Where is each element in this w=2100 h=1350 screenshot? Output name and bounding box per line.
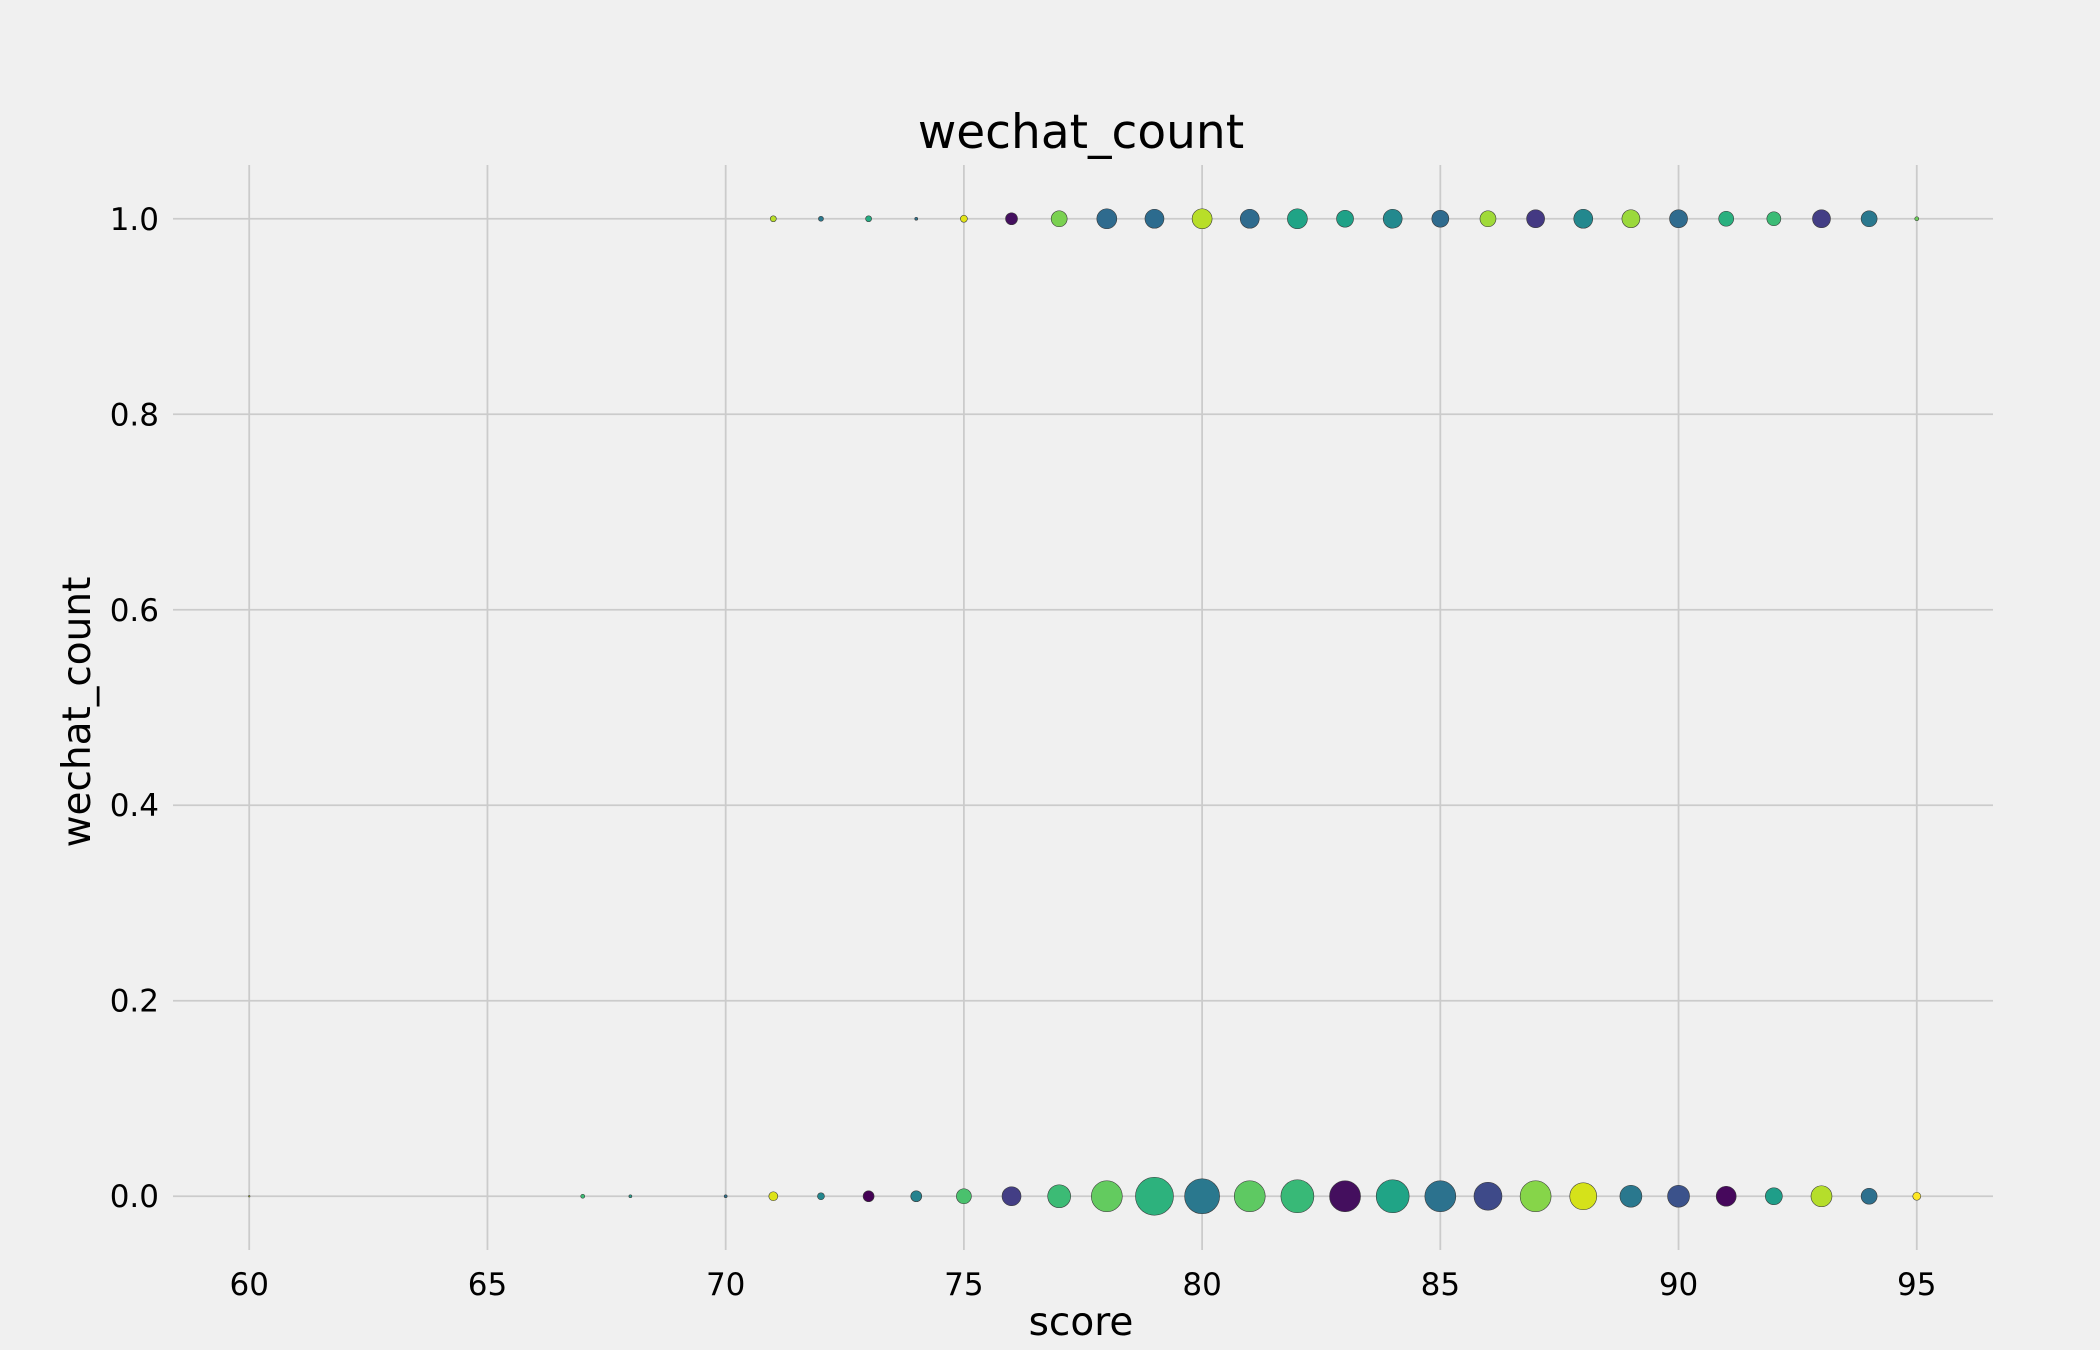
x-tick-label: 90 bbox=[1659, 1267, 1698, 1303]
scatter-point bbox=[1473, 1181, 1503, 1211]
scatter-point bbox=[817, 1192, 825, 1201]
scatter-point bbox=[723, 1194, 728, 1199]
scatter-point bbox=[1005, 212, 1018, 226]
scatter-point bbox=[1233, 1180, 1266, 1213]
data-points bbox=[248, 208, 1922, 1216]
x-tick-label: 85 bbox=[1421, 1267, 1460, 1303]
scatter-point bbox=[1096, 208, 1118, 230]
scatter-point bbox=[1047, 1184, 1071, 1209]
scatter-point bbox=[865, 215, 872, 223]
scatter-point bbox=[1382, 208, 1403, 229]
scatter-point bbox=[248, 1195, 251, 1198]
scatter-point bbox=[1718, 210, 1734, 227]
tick-labels: 60 65 70 75 80 85 90 95 0.0 0.2 0.4 0.6 0.8 1.0 bbox=[110, 202, 1937, 1303]
scatter-point bbox=[1569, 1182, 1598, 1211]
scatter-point bbox=[770, 215, 777, 223]
scatter-point bbox=[1287, 208, 1308, 230]
x-tick-label: 70 bbox=[706, 1267, 745, 1303]
scatter-point bbox=[1424, 1180, 1457, 1213]
y-tick-label: 0.0 bbox=[110, 1179, 159, 1215]
y-tick-label: 0.2 bbox=[110, 984, 159, 1020]
scatter-point bbox=[1280, 1179, 1315, 1214]
scatter-point bbox=[1184, 1178, 1220, 1215]
y-tick-label: 0.8 bbox=[110, 397, 159, 433]
scatter-point bbox=[628, 1194, 633, 1199]
scatter-point bbox=[580, 1193, 586, 1199]
scatter-point bbox=[768, 1191, 779, 1202]
x-tick-label: 95 bbox=[1897, 1267, 1936, 1303]
scatter-point bbox=[1431, 209, 1450, 228]
scatter-point bbox=[910, 1190, 923, 1203]
scatter-point bbox=[1239, 208, 1260, 229]
x-tick-label: 75 bbox=[944, 1267, 983, 1303]
scatter-point bbox=[862, 1190, 875, 1203]
x-tick-label: 60 bbox=[230, 1267, 269, 1303]
scatter-point bbox=[1091, 1180, 1123, 1213]
y-tick-label: 0.6 bbox=[110, 593, 159, 629]
scatter-point bbox=[1619, 1184, 1643, 1208]
grid bbox=[173, 165, 1993, 1250]
scatter-point bbox=[1573, 208, 1594, 229]
scatter-point bbox=[1135, 1176, 1174, 1216]
scatter-point bbox=[1336, 209, 1354, 228]
scatter-point bbox=[1001, 1186, 1022, 1207]
scatter-point bbox=[1765, 1187, 1783, 1206]
scatter-point bbox=[1812, 209, 1831, 229]
scatter-point bbox=[1050, 210, 1068, 228]
scatter-point bbox=[1526, 209, 1545, 229]
x-axis-label: score bbox=[1029, 1300, 1134, 1345]
scatter-point bbox=[1621, 209, 1641, 229]
x-tick-label: 65 bbox=[468, 1267, 507, 1303]
scatter-point bbox=[1912, 1191, 1922, 1201]
x-tick-label: 80 bbox=[1182, 1267, 1221, 1303]
chart-title: wechat_count bbox=[918, 105, 1244, 160]
y-tick-label: 0.4 bbox=[110, 788, 159, 824]
scatter-point bbox=[1519, 1180, 1552, 1213]
y-axis-label: wechat_count bbox=[55, 577, 100, 848]
y-tick-label: 1.0 bbox=[110, 202, 159, 238]
scatter-point bbox=[1375, 1179, 1410, 1214]
scatter-point bbox=[1914, 216, 1920, 222]
scatter-point bbox=[960, 214, 968, 223]
scatter-point bbox=[914, 216, 919, 221]
scatter-point bbox=[818, 215, 824, 222]
scatter-point bbox=[956, 1188, 972, 1205]
scatter-point bbox=[1329, 1180, 1361, 1213]
scatter-point bbox=[1715, 1185, 1737, 1207]
scatter-point bbox=[1860, 1187, 1878, 1205]
scatter-point bbox=[1810, 1185, 1833, 1208]
scatter-point bbox=[1669, 209, 1688, 229]
scatter-point bbox=[1766, 211, 1782, 227]
scatter-point bbox=[1479, 210, 1497, 228]
scatter-point bbox=[1191, 208, 1213, 230]
scatter-point bbox=[1144, 208, 1165, 229]
scatter-point bbox=[1860, 210, 1878, 228]
scatter-point bbox=[1667, 1184, 1690, 1208]
